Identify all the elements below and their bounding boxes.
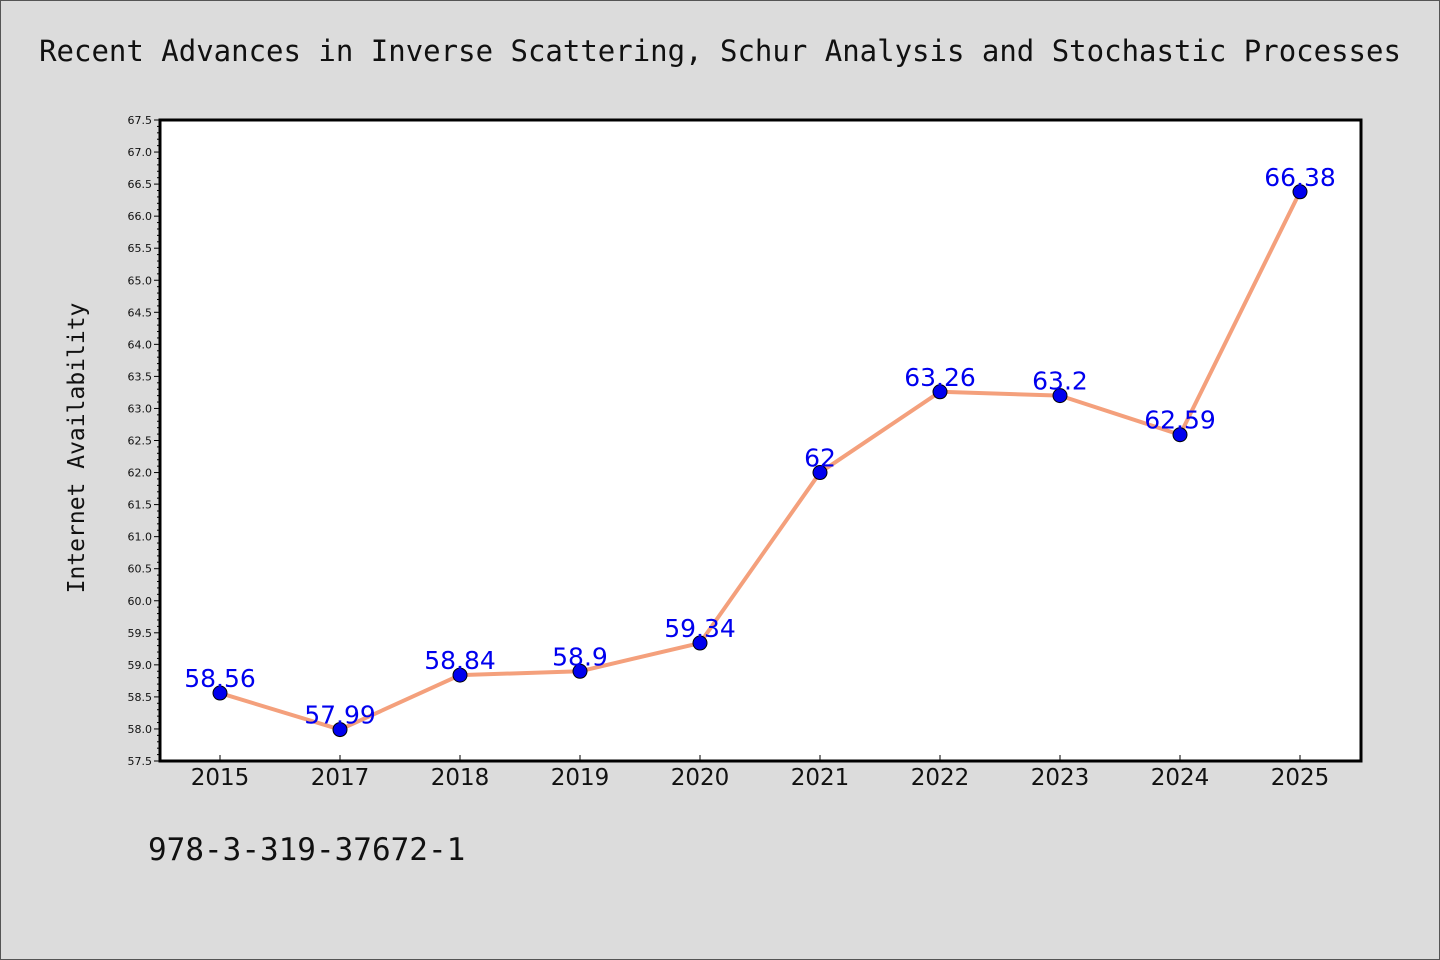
y-tick-label: 64.5 (128, 306, 153, 319)
data-label: 63.2 (1032, 367, 1088, 396)
x-tick-label: 2019 (551, 765, 610, 791)
y-tick-label: 66.0 (128, 210, 153, 223)
data-label: 57.99 (304, 701, 376, 730)
data-point (572, 663, 588, 679)
data-point (932, 384, 948, 400)
y-tick-label: 59.5 (128, 627, 153, 640)
data-point (1052, 388, 1068, 404)
x-tick-label: 2023 (1031, 765, 1090, 791)
y-tick-label: 62.0 (128, 467, 153, 480)
x-tick-label: 2015 (191, 765, 250, 791)
data-label: 63.26 (904, 363, 976, 392)
series-polyline (219, 190, 1302, 732)
data-point (452, 667, 468, 683)
chart-title: Recent Advances in Inverse Scattering, S… (39, 34, 1401, 68)
data-point (1172, 427, 1188, 443)
data-label: 62 (804, 444, 836, 473)
data-label: 58.84 (424, 646, 496, 675)
y-tick-label: 64.0 (128, 338, 153, 351)
y-tick-label: 63.0 (128, 402, 153, 415)
y-tick-label: 67.5 (128, 114, 153, 127)
y-tick-label: 60.5 (128, 563, 153, 576)
y-tick-label: 57.5 (128, 755, 153, 768)
data-label: 58.56 (184, 664, 256, 693)
y-tick-label: 59.0 (128, 659, 153, 672)
data-point (812, 465, 828, 481)
data-label: 66.38 (1264, 163, 1336, 192)
x-tick-label: 2022 (911, 765, 970, 791)
data-point (212, 685, 228, 701)
series-markers (212, 184, 1308, 738)
series-line (219, 190, 1302, 732)
data-label: 59.34 (664, 614, 736, 643)
y-tick-label: 65.5 (128, 242, 153, 255)
x-tick-label: 2017 (311, 765, 370, 791)
y-tick-label: 62.5 (128, 435, 153, 448)
data-label: 62.59 (1144, 406, 1216, 435)
y-tick-label: 67.0 (128, 146, 153, 159)
data-point (692, 635, 708, 651)
y-tick-label: 58.0 (128, 723, 153, 736)
y-tick-label: 61.5 (128, 499, 153, 512)
y-tick-label: 61.0 (128, 531, 153, 544)
x-axis: 2015 2017 2018 2019 2020 2021 2022 2023 2024 2025 (191, 755, 1330, 791)
y-axis-label: Internet Availability (64, 303, 90, 594)
data-labels: 58.56 57.99 58.84 58.9 59.34 62 63.26 63.2 62.59… (184, 163, 1336, 730)
y-tick-label: 63.5 (128, 370, 153, 383)
x-tick-label: 2020 (671, 765, 730, 791)
y-tick-label: 65.0 (128, 274, 153, 287)
x-tick-label: 2018 (431, 765, 490, 791)
y-tick-label: 66.5 (128, 178, 153, 191)
x-tick-label: 2021 (791, 765, 850, 791)
data-label: 58.9 (552, 642, 608, 671)
y-tick-label: 58.5 (128, 691, 153, 704)
footer-isbn: 978-3-319-37672-1 (148, 832, 466, 868)
plot-area (158, 118, 1363, 763)
x-tick-label: 2025 (1271, 765, 1330, 791)
y-tick-label: 60.0 (128, 595, 153, 608)
data-point (332, 722, 348, 738)
x-tick-label: 2024 (1151, 765, 1210, 791)
y-axis: 57.5 58.0 58.5 59.0 59.5 60.0 60.5 61.0 61.5 62.0… (128, 114, 160, 768)
data-point (1292, 184, 1308, 200)
